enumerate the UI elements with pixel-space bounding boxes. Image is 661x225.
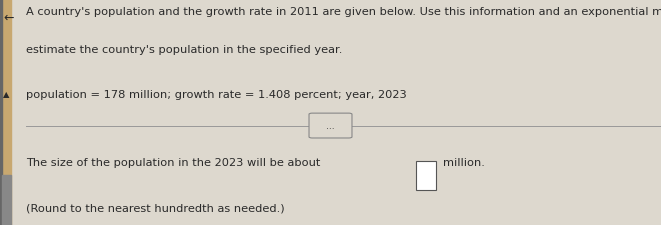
Text: ←: ← [3, 11, 14, 24]
Text: population = 178 million; growth rate = 1.408 percent; year, 2023: population = 178 million; growth rate = … [26, 90, 407, 100]
Text: ▲: ▲ [3, 90, 10, 99]
Bar [416, 161, 436, 190]
Bar [0, 0, 2, 225]
Text: estimate the country's population in the specified year.: estimate the country's population in the… [26, 45, 343, 55]
Text: A country's population and the growth rate in 2011 are given below. Use this inf: A country's population and the growth ra… [26, 7, 661, 17]
Text: (Round to the nearest hundredth as needed.): (Round to the nearest hundredth as neede… [26, 202, 285, 212]
Text: The size of the population in the 2023 will be about: The size of the population in the 2023 w… [26, 158, 321, 167]
Text: million.: million. [443, 158, 485, 167]
Bar [2, 176, 11, 225]
FancyBboxPatch shape [309, 114, 352, 138]
Text: ...: ... [326, 122, 335, 130]
Bar [0, 0, 11, 225]
